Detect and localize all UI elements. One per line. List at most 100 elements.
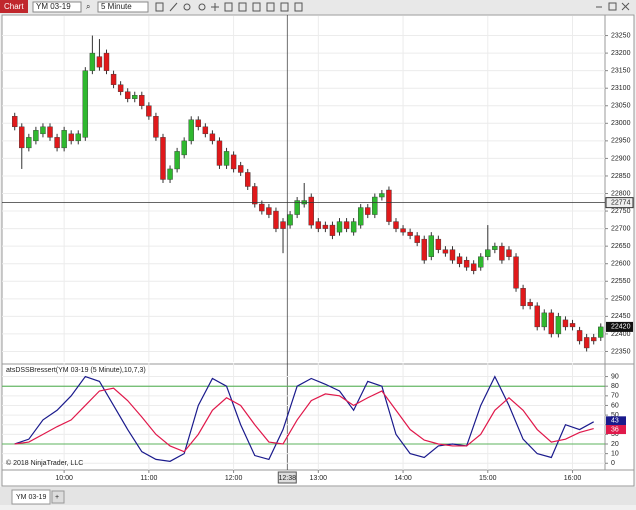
x-tick-label: 13:00 [310,475,328,482]
y-tick-label: 50 [611,412,619,419]
y-tick-label: 10 [611,450,619,457]
candle-body [139,95,145,106]
tool-icons[interactable] [155,2,630,12]
y-tick-label: 23000 [611,120,631,127]
candle-body [527,302,533,307]
candle-body [492,245,498,250]
candle-body [103,52,110,71]
candle-body [548,312,555,335]
y-tick-label: 22550 [611,278,631,285]
candle-body [393,221,399,229]
candle-body [336,221,343,233]
candle-body [301,200,307,205]
y-tick-label: 22750 [611,208,631,215]
app-tab[interactable] [0,0,28,13]
toolbar [0,0,636,14]
candle-body [259,203,265,212]
chart-tab[interactable] [11,489,51,505]
candle-body [583,337,590,349]
candle-body [237,165,244,173]
y-tick-label: 80 [611,383,619,390]
candle-body [33,130,39,142]
candle-body [569,323,576,328]
candle-body [365,207,371,215]
candle-body [499,245,505,261]
candle-body [12,116,18,128]
candle-body [146,105,152,117]
y-tick-label: 22400 [611,331,631,338]
y-tick-label: 60 [611,402,619,409]
y-tick-label: 22800 [611,190,631,197]
candle-body [287,214,293,226]
x-tick-label: 14:00 [394,475,412,482]
indicator-line [14,387,594,453]
candle-body [421,238,427,261]
candle-body [598,326,604,338]
candle-body [407,231,413,236]
x-tick-label: 11:00 [140,475,157,482]
candle-body [478,256,484,268]
y-tick-label: 22500 [611,296,631,303]
y-tick-label: 22450 [611,313,631,320]
candle-body [19,126,25,149]
candle-body [252,186,258,205]
candle-body [555,316,562,335]
app-label: Chart [4,2,24,11]
candle-body [329,224,336,236]
x-tick-label: 12:00 [225,475,243,482]
candle-body [223,151,230,166]
crosshair-price-box [605,197,634,209]
candle-body [400,228,406,233]
candle-body [541,312,547,328]
last-price-label: 22420 [611,324,631,331]
indicator-title: atsDSSBressert(YM 03-19 (5 Minute),10,7,… [6,367,146,374]
candle-body [357,207,364,226]
candle-body [124,91,131,99]
instrument-label: YM 03-19 [36,2,71,11]
candle-body [266,207,272,215]
interval-box[interactable] [97,1,149,13]
candle-body [520,288,526,307]
candle-body [280,221,286,229]
candle-body [294,200,300,215]
candle-body [485,249,491,257]
x-tick-label: 15:00 [479,475,497,482]
y-tick-label: 22700 [611,225,631,232]
indicator-line [14,375,594,462]
y-tick-label: 90 [611,373,619,380]
candle-body [61,130,67,149]
y-tick-label: 22650 [611,243,631,250]
y-tick-label: 0 [611,460,615,467]
search-icon[interactable]: ⌕ [86,2,90,11]
candle-body [414,235,420,243]
candle-body [26,137,32,149]
candle-body [54,137,60,149]
last-value-label: 36 [611,426,619,433]
y-tick-label: 22600 [611,261,631,268]
candle-body [456,256,463,264]
candle-body [372,196,378,215]
add-tab-button[interactable] [51,490,65,504]
candle-body [68,133,74,142]
candle-body [96,56,103,68]
candle-body [160,137,166,180]
chart-tab-label: YM 03-19 [16,494,46,501]
candle-body [315,221,322,229]
instrument-box[interactable] [32,1,82,13]
candle-body [322,224,329,229]
candle-body [75,133,81,142]
copyright: © 2018 NinjaTrader, LLC [6,459,83,467]
candle-body [576,330,583,342]
candle-body [188,119,194,142]
candle-body [230,154,237,170]
candle-body [435,238,442,250]
candle-body [167,168,173,180]
candle-body [209,133,216,142]
y-tick-label: 20 [611,441,619,448]
candle-body [273,210,279,229]
candle-body [216,140,223,166]
last-value-box [606,425,626,435]
candle-body [89,52,96,71]
candle-body [153,116,159,138]
